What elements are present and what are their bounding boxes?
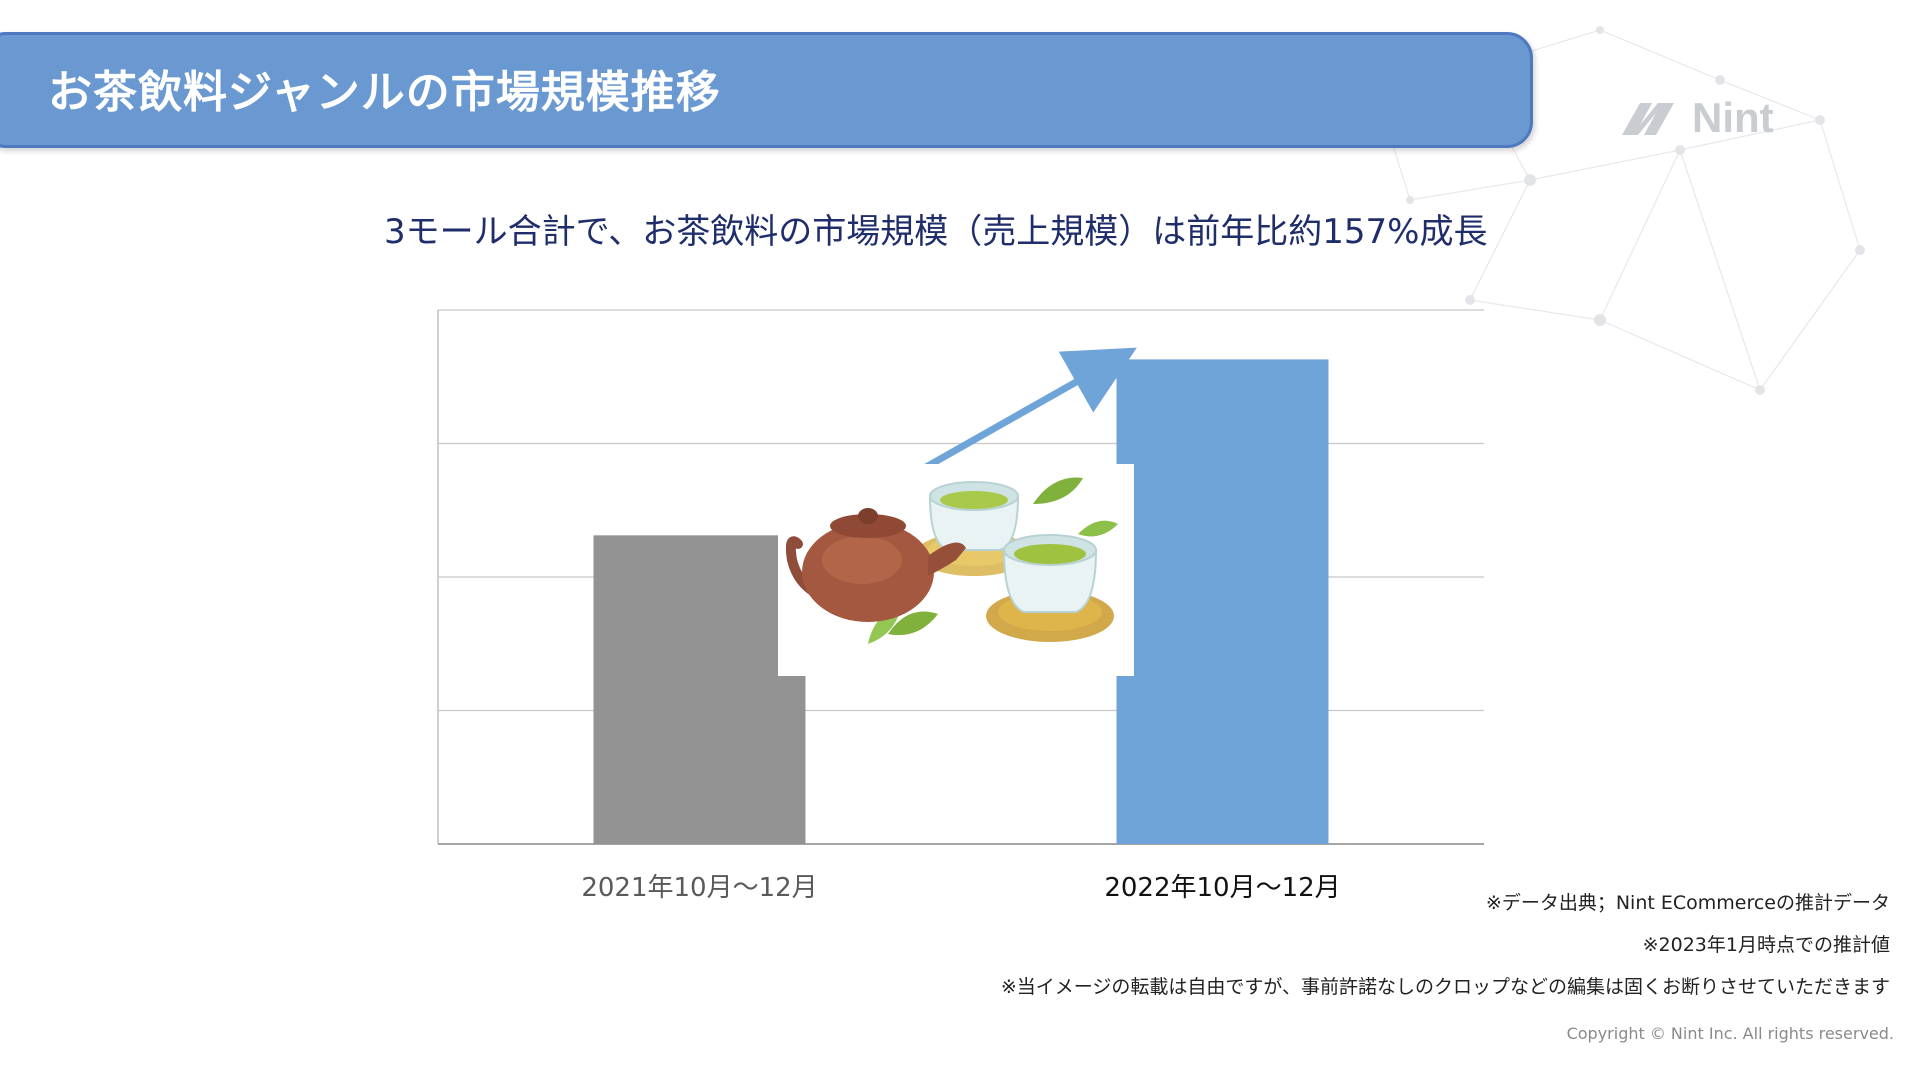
teapot-and-teacups-icon <box>778 464 1134 676</box>
bar-2 <box>1116 359 1329 844</box>
nint-logo: Nint <box>1618 94 1774 142</box>
x-tick-label-1: 2021年10月～12月 <box>581 873 817 903</box>
footnote-as-of: ※2023年1月時点での推計値 <box>1642 934 1890 956</box>
x-tick-label-2: 2022年10月～12月 <box>1104 873 1340 903</box>
nint-logo-icon <box>1622 103 1674 135</box>
copyright: Copyright © Nint Inc. All rights reserve… <box>1566 1024 1894 1043</box>
network-background <box>1355 26 1865 395</box>
logo-text: Nint <box>1692 94 1774 141</box>
market-size-bar-chart: 2021年10月～12月 2022年10月～12月 <box>437 309 1484 903</box>
footnote-usage: ※当イメージの転載は自由ですが、事前許諾なしのクロップなどの編集は固くお断りさせ… <box>1000 976 1890 998</box>
page-title: お茶飲料ジャンルの市場規模推移 <box>48 67 721 118</box>
chart-subtitle: 3モール合計で、お茶飲料の市場規模（売上規模）は前年比約157%成長 <box>384 212 1488 252</box>
bar-1 <box>593 535 806 844</box>
footnote-source: ※データ出典；Nint ECommerceの推計データ <box>1485 892 1890 914</box>
header-bar <box>0 32 1533 148</box>
